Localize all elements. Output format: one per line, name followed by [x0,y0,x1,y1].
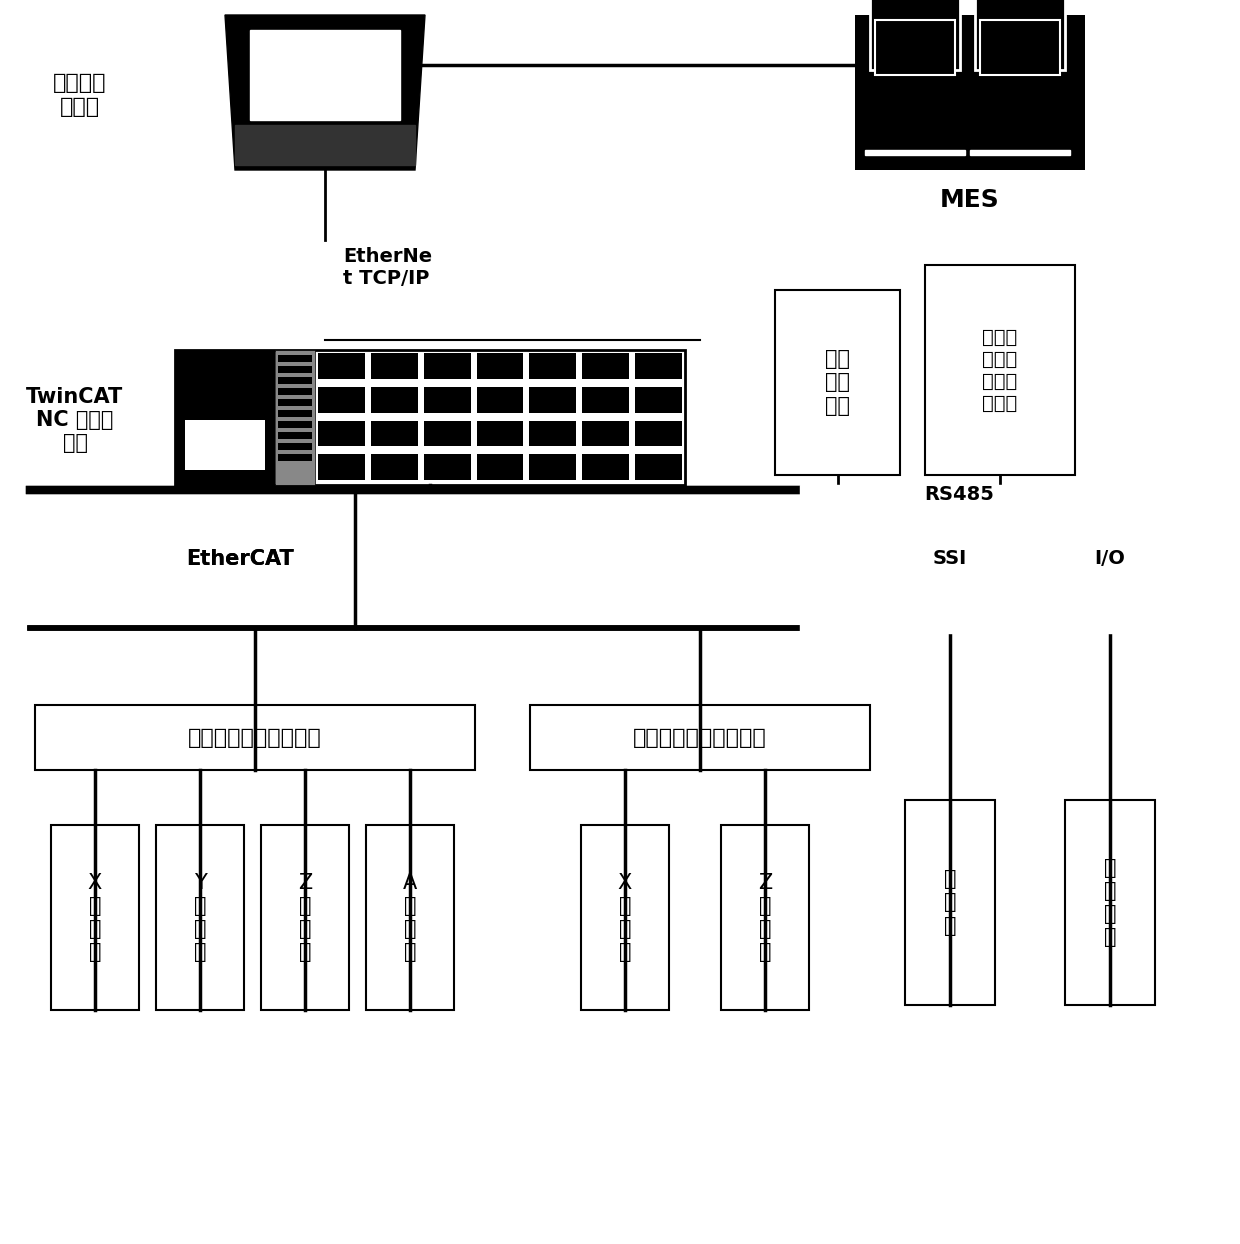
FancyBboxPatch shape [582,825,670,1010]
FancyBboxPatch shape [366,825,454,1010]
Text: I/O: I/O [1095,550,1126,569]
FancyBboxPatch shape [583,454,629,480]
FancyBboxPatch shape [870,0,960,70]
FancyBboxPatch shape [278,443,312,450]
Text: X
轴
平
动: X 轴 平 动 [88,873,102,963]
FancyBboxPatch shape [278,399,312,406]
FancyBboxPatch shape [529,387,577,413]
FancyBboxPatch shape [278,411,312,417]
FancyBboxPatch shape [278,388,312,396]
FancyBboxPatch shape [317,454,365,480]
Text: SSI: SSI [932,550,967,569]
FancyBboxPatch shape [371,420,418,447]
FancyBboxPatch shape [1065,800,1154,1005]
Text: 对接
测量
系统: 对接 测量 系统 [825,350,849,415]
Polygon shape [224,15,425,170]
FancyBboxPatch shape [175,350,275,485]
FancyBboxPatch shape [185,420,265,470]
FancyBboxPatch shape [875,20,955,75]
FancyBboxPatch shape [371,353,418,378]
Polygon shape [800,485,1240,633]
Text: I/O: I/O [1095,550,1126,569]
Text: 上位机监
控平台: 上位机监 控平台 [53,73,107,117]
FancyBboxPatch shape [476,387,523,413]
FancyBboxPatch shape [278,454,312,462]
Text: RS485: RS485 [1060,485,1130,504]
FancyBboxPatch shape [980,20,1060,75]
FancyBboxPatch shape [635,454,682,480]
FancyBboxPatch shape [278,420,312,428]
Text: RS485: RS485 [924,485,993,504]
FancyBboxPatch shape [635,420,682,447]
FancyBboxPatch shape [275,350,315,485]
FancyBboxPatch shape [856,15,1085,170]
FancyBboxPatch shape [583,387,629,413]
Text: 接
近
开
关: 接 近 开 关 [1104,857,1116,947]
Polygon shape [236,124,415,165]
Text: A
轴
转
动: A 轴 转 动 [403,873,417,963]
FancyBboxPatch shape [317,387,365,413]
Text: EtherCAT: EtherCAT [186,549,294,569]
Text: 质量特
性参数
在线测
量系统: 质量特 性参数 在线测 量系统 [982,327,1018,413]
FancyBboxPatch shape [424,420,470,447]
FancyBboxPatch shape [975,0,1065,70]
FancyBboxPatch shape [635,387,682,413]
FancyBboxPatch shape [476,420,523,447]
FancyBboxPatch shape [476,353,523,378]
Text: 光
栅
尺: 光 栅 尺 [944,870,956,935]
FancyBboxPatch shape [529,454,577,480]
FancyBboxPatch shape [529,420,577,447]
FancyBboxPatch shape [260,825,348,1010]
FancyBboxPatch shape [529,353,577,378]
FancyBboxPatch shape [583,420,629,447]
FancyBboxPatch shape [775,290,900,475]
FancyBboxPatch shape [175,350,684,485]
Text: TwinCAT
NC 运动控
制器: TwinCAT NC 运动控 制器 [26,387,124,453]
Polygon shape [250,30,401,119]
FancyBboxPatch shape [424,353,470,378]
FancyBboxPatch shape [424,454,470,480]
FancyBboxPatch shape [51,825,139,1010]
FancyBboxPatch shape [720,825,808,1010]
FancyBboxPatch shape [371,387,418,413]
Text: X
轴
平
动: X 轴 平 动 [618,873,632,963]
FancyBboxPatch shape [424,387,470,413]
FancyBboxPatch shape [635,353,682,378]
FancyBboxPatch shape [156,825,244,1010]
Text: Z
轴
平
动: Z 轴 平 动 [298,873,312,963]
FancyBboxPatch shape [925,265,1075,475]
FancyBboxPatch shape [278,355,312,362]
FancyBboxPatch shape [583,353,629,378]
FancyBboxPatch shape [905,800,994,1005]
FancyBboxPatch shape [278,377,312,384]
FancyBboxPatch shape [278,366,312,373]
FancyBboxPatch shape [529,705,870,770]
Text: MES: MES [940,188,999,211]
Text: EtherCAT: EtherCAT [186,549,294,569]
Text: Y
轴
平
动: Y 轴 平 动 [193,873,206,963]
FancyBboxPatch shape [35,705,475,770]
Text: Z
轴
平
动: Z 轴 平 动 [758,873,773,963]
Text: 五自由度托架伺服系统: 五自由度托架伺服系统 [634,728,766,748]
FancyBboxPatch shape [317,420,365,447]
FancyBboxPatch shape [371,454,418,480]
FancyBboxPatch shape [278,432,312,439]
Polygon shape [866,151,965,156]
FancyBboxPatch shape [476,454,523,480]
Text: SSI: SSI [932,550,967,569]
Polygon shape [970,151,1070,156]
Text: 六自由度托架伺服系统: 六自由度托架伺服系统 [188,728,322,748]
Text: EtherNe
t TCP/IP: EtherNe t TCP/IP [343,248,432,289]
FancyBboxPatch shape [317,353,365,378]
